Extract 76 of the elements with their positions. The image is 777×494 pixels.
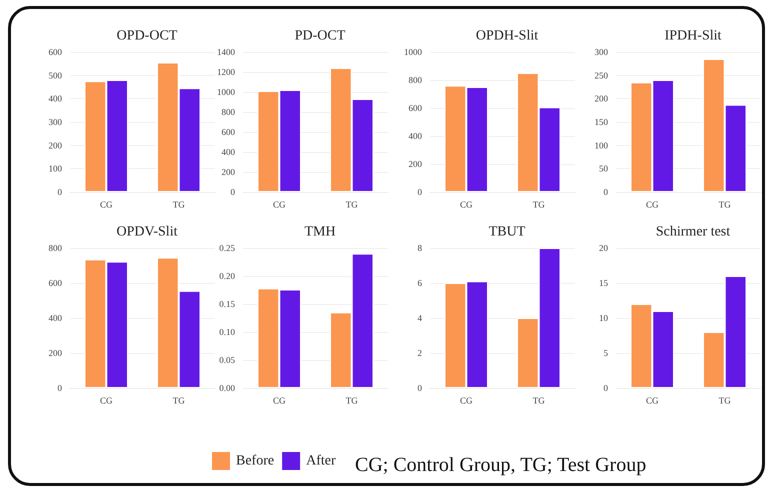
y-tick-label: 400	[408, 131, 422, 141]
x-tick-label: CG	[460, 200, 473, 210]
y-tick-label: 200	[408, 159, 422, 169]
y-tick-label: 300	[594, 47, 608, 57]
y-tick-label: 1400	[217, 47, 236, 57]
y-tick-label: 300	[48, 117, 62, 127]
y-tick-label: 0	[418, 187, 422, 197]
x-tick-label: CG	[646, 200, 659, 210]
y-tick-label: 400	[48, 94, 62, 104]
chart-title: TBUT	[488, 224, 526, 240]
y-tick-label: 800	[222, 107, 236, 117]
chart-title: OPDH-Slit	[476, 28, 538, 44]
x-tick-label: TG	[532, 396, 546, 406]
x-tick-label: TG	[718, 396, 732, 406]
y-tick-label: 4	[418, 313, 422, 323]
chart-title: Schirmer test	[656, 224, 730, 240]
y-tick-label: 50	[599, 164, 608, 174]
y-tick-label: 0.00	[219, 383, 236, 393]
y-tick-label: 600	[48, 47, 62, 57]
y-tick-label: 0.25	[219, 243, 236, 253]
y-tick-label: 10	[599, 313, 608, 323]
y-tick-label: 0	[604, 187, 608, 197]
x-tick-label: TG	[718, 200, 732, 210]
y-tick-label: 100	[48, 164, 62, 174]
y-tick-label: 400	[222, 147, 236, 157]
y-tick-label: 200	[48, 140, 62, 150]
y-tick-label: 1000	[217, 87, 236, 97]
x-tick-label: CG	[100, 396, 113, 406]
y-tick-label: 6	[418, 278, 422, 288]
y-tick-label: 0.05	[219, 355, 236, 365]
y-tick-label: 20	[599, 243, 608, 253]
chart-title: IPDH-Slit	[664, 28, 722, 44]
y-tick-label: 0.20	[219, 271, 236, 281]
y-tick-label: 600	[408, 103, 422, 113]
legend-label: After	[306, 454, 336, 468]
x-tick-label: CG	[460, 396, 473, 406]
chart-title: OPD-OCT	[116, 28, 178, 44]
y-tick-label: 1200	[217, 67, 236, 77]
y-tick-label: 500	[48, 70, 62, 80]
x-tick-label: CG	[272, 200, 286, 210]
y-tick-label: 0.10	[219, 327, 236, 337]
y-tick-label: 0.15	[219, 299, 236, 309]
chart-title: OPDV-Slit	[116, 224, 178, 240]
x-tick-label: CG	[100, 200, 113, 210]
text: CG; Control Group, TG; Test Group	[355, 454, 646, 476]
y-tick-label: 600	[48, 278, 62, 288]
y-tick-label: 0	[230, 187, 236, 197]
x-tick-label: CG	[272, 396, 286, 406]
y-tick-label: 0	[58, 187, 62, 197]
y-tick-label: 5	[604, 348, 608, 358]
chart-title: TMH	[304, 224, 336, 240]
y-tick-label: 200	[222, 167, 236, 177]
x-tick-label: CG	[646, 396, 659, 406]
x-tick-label: TG	[172, 200, 186, 210]
y-tick-label: 8	[418, 243, 422, 253]
y-tick-label: 800	[48, 243, 62, 253]
y-tick-label: 250	[594, 70, 608, 80]
y-tick-label: 2	[418, 348, 422, 358]
x-tick-label: TG	[346, 200, 358, 210]
y-tick-label: 200	[594, 94, 608, 104]
x-tick-label: TG	[346, 396, 358, 406]
y-tick-label: 15	[599, 278, 608, 288]
legend-label: Before	[236, 454, 274, 468]
y-tick-label: 600	[222, 127, 236, 137]
chart-title: PD-OCT	[294, 28, 346, 44]
y-tick-label: 0	[58, 383, 62, 393]
y-tick-label: 1000	[404, 47, 422, 57]
y-tick-label: 200	[48, 348, 62, 358]
x-tick-label: TG	[532, 200, 546, 210]
x-tick-label: TG	[172, 396, 186, 406]
y-tick-label: 400	[48, 313, 62, 323]
y-tick-label: 100	[594, 140, 608, 150]
y-tick-label: 800	[408, 75, 422, 85]
y-tick-label: 150	[594, 117, 608, 127]
y-tick-label: 0	[604, 383, 608, 393]
y-tick-label: 0	[418, 383, 422, 393]
